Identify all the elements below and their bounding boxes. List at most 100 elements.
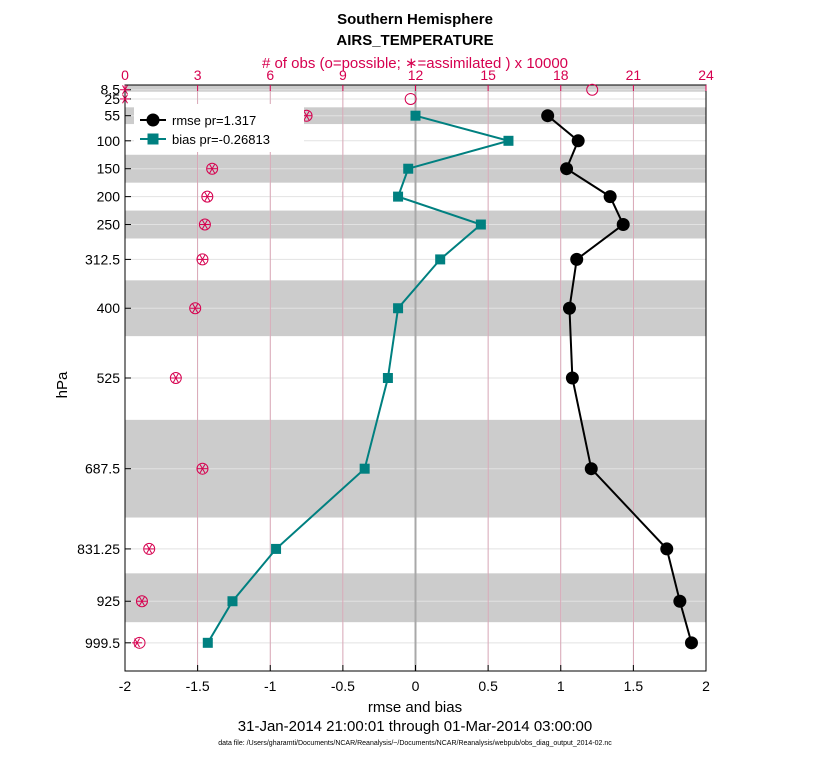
bias-line — [206, 114, 513, 644]
legend-box — [134, 104, 304, 152]
rmse-point — [660, 542, 674, 556]
bias-point — [227, 596, 238, 607]
x-axis-label: rmse and bias — [368, 699, 462, 716]
top-tick-label: 21 — [626, 67, 642, 83]
obs-assimilated-marker — [136, 596, 147, 606]
legend: rmse pr=1.317 bias pr=-0.26813 — [134, 104, 304, 152]
bias-point — [435, 254, 446, 265]
top-tick-label: 0 — [121, 67, 129, 83]
x-tick-label: 2 — [702, 678, 710, 694]
y-tick-label: 400 — [97, 300, 121, 316]
rmse-point — [560, 162, 574, 176]
y-axis-label: hPa — [54, 371, 71, 398]
bias-point — [202, 637, 213, 648]
obs-assimilated-marker — [197, 464, 208, 474]
obs-assimilated-stroke — [139, 596, 145, 606]
x-tick-label: -2 — [119, 678, 132, 694]
y-tick-label: 150 — [97, 161, 121, 177]
obs-possible-marker — [198, 218, 211, 231]
bias-point — [403, 163, 414, 174]
y-tick-label: 55 — [104, 108, 120, 124]
rmse-point — [673, 594, 687, 608]
top-tick-label: 24 — [698, 67, 714, 83]
top-tick-label: 12 — [408, 67, 424, 83]
obs-assimilated-marker — [120, 94, 130, 104]
obs-assimilated-stroke — [204, 192, 211, 202]
obs-assimilated-marker — [170, 373, 181, 383]
rmse-point — [541, 109, 555, 123]
y-tick-label: 525 — [97, 370, 121, 386]
obs-assimilated-stroke — [201, 219, 208, 230]
bias-point — [410, 110, 421, 121]
obs-assimilated-stroke — [122, 85, 128, 95]
obs-possible-marker — [586, 83, 599, 96]
obs-assimilated-marker — [190, 303, 201, 313]
rmse-point — [684, 636, 698, 650]
obs-possible-marker — [143, 542, 156, 555]
obs-assimilated-marker — [144, 544, 155, 554]
obs-assimilated-stroke — [134, 638, 141, 648]
obs-assimilated-stroke — [209, 164, 216, 174]
x-tick-label: 1 — [557, 678, 565, 694]
chart-subtitle: AIRS_TEMPERATURE — [336, 32, 493, 49]
obs-possible-marker — [189, 302, 202, 315]
obs-assimilated-marker — [197, 254, 208, 265]
rmse-point — [570, 252, 584, 266]
x-tick-label: -1 — [264, 678, 277, 694]
obs-assimilated-marker — [207, 164, 218, 174]
legend-rmse-label: rmse pr=1.317 — [172, 113, 256, 128]
bias-point — [271, 543, 282, 554]
y-tick-label: 8.5 — [101, 82, 121, 98]
y-tick-label: 687.5 — [85, 461, 120, 477]
obs-assimilated-stroke — [199, 464, 206, 474]
legend-rmse-marker — [146, 113, 160, 127]
bias-point — [359, 463, 370, 474]
obs-assimilated-stroke — [192, 303, 199, 313]
obs-assimilated-marker — [120, 85, 130, 95]
series-lines — [202, 109, 698, 650]
rmse-point — [562, 301, 576, 315]
rmse-point — [565, 371, 579, 385]
top-tick-label: 9 — [339, 67, 347, 83]
obs-assimilated-stroke — [146, 544, 153, 554]
rmse-point — [603, 190, 617, 204]
obs-possible-marker — [201, 190, 214, 203]
top-tick-label: 18 — [553, 67, 569, 83]
obs-assimilated-marker — [202, 192, 213, 202]
obs-possible-marker — [196, 462, 209, 475]
x-tick-label: 1.5 — [624, 678, 644, 694]
bias-point — [503, 135, 514, 146]
x-tick-label: -0.5 — [331, 678, 355, 694]
bias-point — [393, 303, 404, 314]
date-range: 31-Jan-2014 21:00:01 through 01-Mar-2014… — [238, 718, 592, 735]
obs-possible-marker — [404, 92, 417, 105]
bias-point — [382, 373, 393, 383]
bias-point — [475, 219, 486, 230]
obs-possible-marker — [196, 253, 209, 266]
obs-assimilated-stroke — [199, 254, 206, 265]
x-axis-ticks: -2 -1.5 -1 -0.5 0 0.5 1 1.5 2 — [119, 665, 710, 694]
y-tick-label: 100 — [97, 133, 121, 149]
data-file-path: data file: /Users/gharamti/Documents/NCA… — [218, 740, 612, 747]
rmse-point — [571, 134, 585, 148]
obs-assimilated-stroke — [172, 373, 179, 383]
y-tick-label: 25 — [104, 91, 120, 107]
rmse-point — [584, 462, 598, 476]
obs-assimilated-stroke — [122, 94, 128, 104]
y-tick-label: 831.25 — [77, 541, 120, 557]
y-tick-label: 312.5 — [85, 251, 120, 267]
top-tick-label: 6 — [266, 67, 274, 83]
obs-possible-marker — [169, 372, 182, 384]
obs-possible-marker — [206, 162, 219, 175]
legend-bias-marker — [147, 133, 159, 145]
top-tick-label: 15 — [480, 67, 496, 83]
y-tick-label: 200 — [97, 189, 121, 205]
x-tick-label: 0 — [412, 678, 420, 694]
top-axis-label: # of obs (o=possible; ∗=assimilated ) x … — [262, 55, 568, 72]
obs-assimilated-marker — [199, 219, 210, 230]
obs-assimilated-stroke — [303, 111, 310, 121]
y-tick-label: 925 — [97, 593, 121, 609]
y-tick-label: 250 — [97, 217, 121, 233]
